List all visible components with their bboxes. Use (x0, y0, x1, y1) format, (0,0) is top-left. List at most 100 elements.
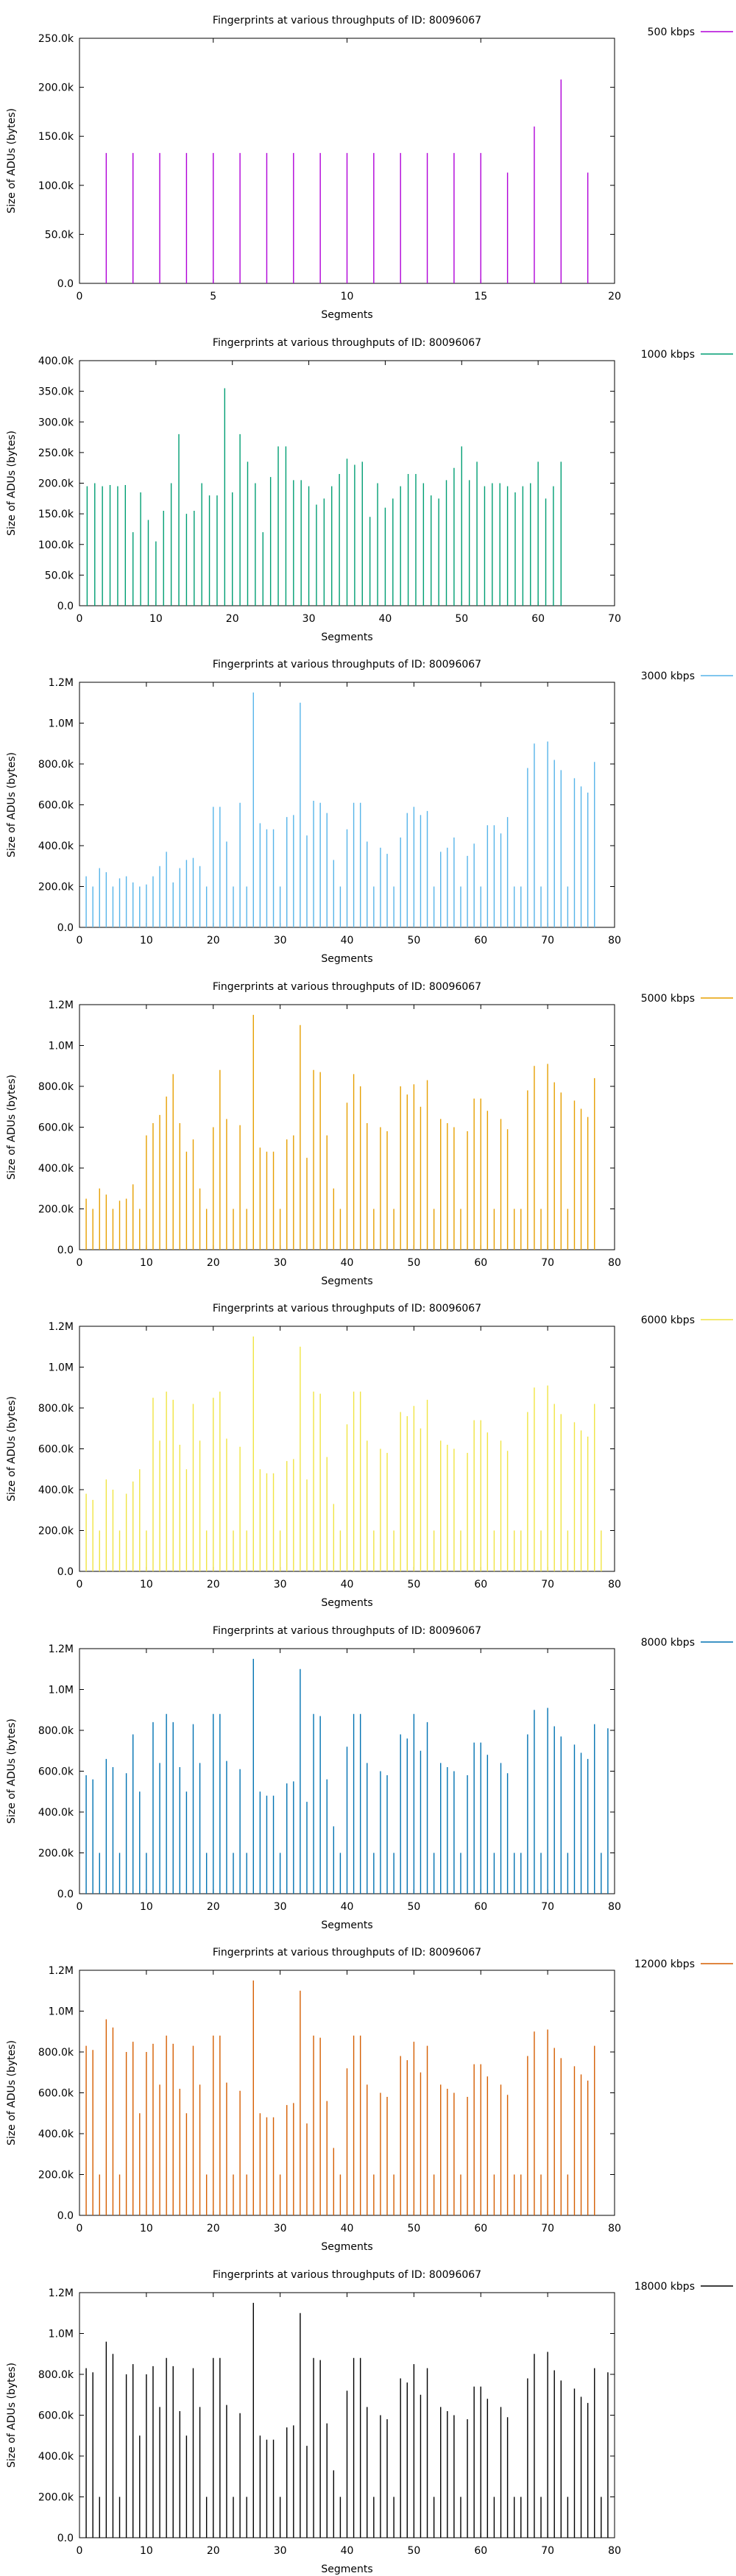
x-tick-label: 70 (608, 613, 621, 625)
x-tick-label: 30 (274, 1579, 287, 1590)
y-tick-label: 800.0k (38, 759, 74, 771)
x-tick-label: 5 (210, 291, 216, 302)
y-tick-label: 200.0k (38, 1526, 74, 1538)
y-axis-label: Size of ADUs (bytes) (6, 431, 18, 536)
y-tick-label: 0.0 (57, 1245, 74, 1256)
x-tick-label: 60 (474, 1901, 487, 1913)
x-tick-label: 20 (608, 291, 621, 302)
y-axis-label: Size of ADUs (bytes) (6, 752, 18, 857)
x-tick-label: 80 (608, 935, 621, 946)
x-axis-label: Segments (321, 631, 372, 643)
chart-panel-5: Fingerprints at various throughputs of I… (6, 1625, 733, 1931)
y-tick-label: 100.0k (38, 539, 74, 551)
x-tick-label: 50 (407, 1257, 420, 1269)
y-tick-label: 400.0k (38, 1163, 74, 1175)
x-tick-label: 0 (77, 2545, 83, 2557)
y-tick-label: 800.0k (38, 2047, 74, 2059)
legend-label: 3000 kbps (641, 670, 695, 682)
chart-title: Fingerprints at various throughputs of I… (213, 981, 481, 993)
x-tick-label: 30 (302, 613, 316, 625)
y-tick-label: 150.0k (38, 509, 74, 520)
y-tick-label: 1.2M (49, 1643, 74, 1655)
x-tick-label: 40 (341, 2223, 354, 2234)
x-tick-label: 50 (407, 1579, 420, 1590)
x-tick-label: 10 (140, 1901, 153, 1913)
y-tick-label: 0.0 (57, 601, 74, 612)
x-tick-label: 80 (608, 1901, 621, 1913)
y-tick-label: 1.0M (49, 718, 74, 730)
y-tick-label: 1.2M (49, 1321, 74, 1333)
y-tick-label: 1.2M (49, 999, 74, 1011)
y-tick-label: 200.0k (38, 82, 74, 94)
y-tick-label: 400.0k (38, 2451, 74, 2463)
x-tick-label: 60 (474, 2223, 487, 2234)
y-tick-label: 200.0k (38, 2170, 74, 2182)
x-tick-label: 0 (77, 1579, 83, 1590)
y-axis-label: Size of ADUs (bytes) (6, 2363, 18, 2468)
y-tick-label: 0.0 (57, 1889, 74, 1900)
y-tick-label: 350.0k (38, 386, 74, 397)
chart-title: Fingerprints at various throughputs of I… (213, 659, 481, 670)
y-axis-label: Size of ADUs (bytes) (6, 1719, 18, 1824)
y-tick-label: 200.0k (38, 1203, 74, 1215)
legend-label: 18000 kbps (634, 2281, 695, 2293)
chart-panel-0: Fingerprints at various throughputs of I… (6, 15, 733, 321)
y-tick-label: 600.0k (38, 1766, 74, 1777)
y-tick-label: 600.0k (38, 800, 74, 812)
x-tick-label: 20 (207, 2545, 220, 2557)
legend-label: 8000 kbps (641, 1637, 695, 1649)
chart-panel-7: Fingerprints at various throughputs of I… (6, 2269, 733, 2575)
y-tick-label: 250.0k (38, 447, 74, 459)
x-tick-label: 60 (474, 935, 487, 946)
x-tick-label: 0 (77, 291, 83, 302)
x-tick-label: 70 (541, 935, 554, 946)
legend-label: 12000 kbps (634, 1958, 695, 1970)
x-tick-label: 15 (474, 291, 487, 302)
y-tick-label: 800.0k (38, 1725, 74, 1737)
x-tick-label: 10 (140, 1257, 153, 1269)
x-tick-label: 80 (608, 1579, 621, 1590)
x-tick-label: 80 (608, 2223, 621, 2234)
legend-label: 1000 kbps (641, 349, 695, 361)
y-tick-label: 600.0k (38, 1122, 74, 1133)
x-tick-label: 20 (226, 613, 239, 625)
y-tick-label: 600.0k (38, 1444, 74, 1456)
y-tick-label: 1.2M (49, 2287, 74, 2299)
chart-panel-2: Fingerprints at various throughputs of I… (6, 659, 733, 965)
y-tick-label: 0.0 (57, 2210, 74, 2222)
x-tick-label: 20 (207, 1901, 220, 1913)
x-axis-label: Segments (321, 2563, 372, 2575)
x-tick-label: 60 (474, 2545, 487, 2557)
x-tick-label: 50 (407, 1901, 420, 1913)
chart-title: Fingerprints at various throughputs of I… (213, 15, 481, 26)
y-tick-label: 100.0k (38, 180, 74, 192)
y-tick-label: 400.0k (38, 2129, 74, 2140)
chart-panel-6: Fingerprints at various throughputs of I… (6, 1947, 733, 2253)
x-tick-label: 0 (77, 613, 83, 625)
x-tick-label: 40 (341, 2545, 354, 2557)
x-axis-label: Segments (321, 1597, 372, 1609)
x-axis-label: Segments (321, 1919, 372, 1931)
y-axis-label: Size of ADUs (bytes) (6, 1396, 18, 1501)
x-tick-label: 30 (274, 1257, 287, 1269)
y-tick-label: 200.0k (38, 478, 74, 489)
x-tick-label: 30 (274, 1901, 287, 1913)
x-tick-label: 30 (274, 2223, 287, 2234)
x-tick-label: 20 (207, 2223, 220, 2234)
x-tick-label: 70 (541, 1901, 554, 1913)
x-tick-label: 20 (207, 1257, 220, 1269)
y-tick-label: 250.0k (38, 33, 74, 45)
y-tick-label: 0.0 (57, 2533, 74, 2544)
y-axis-label: Size of ADUs (bytes) (6, 2040, 18, 2145)
y-tick-label: 400.0k (38, 1807, 74, 1819)
y-tick-label: 0.0 (57, 922, 74, 934)
x-tick-label: 70 (541, 2545, 554, 2557)
legend-label: 500 kbps (648, 26, 695, 38)
chart-title: Fingerprints at various throughputs of I… (213, 1947, 481, 1958)
y-tick-label: 200.0k (38, 1847, 74, 1859)
chart-panel-4: Fingerprints at various throughputs of I… (6, 1303, 733, 1609)
y-tick-label: 200.0k (38, 882, 74, 894)
y-tick-label: 1.0M (49, 1362, 74, 1374)
x-tick-label: 10 (140, 2223, 153, 2234)
y-tick-label: 600.0k (38, 2088, 74, 2100)
